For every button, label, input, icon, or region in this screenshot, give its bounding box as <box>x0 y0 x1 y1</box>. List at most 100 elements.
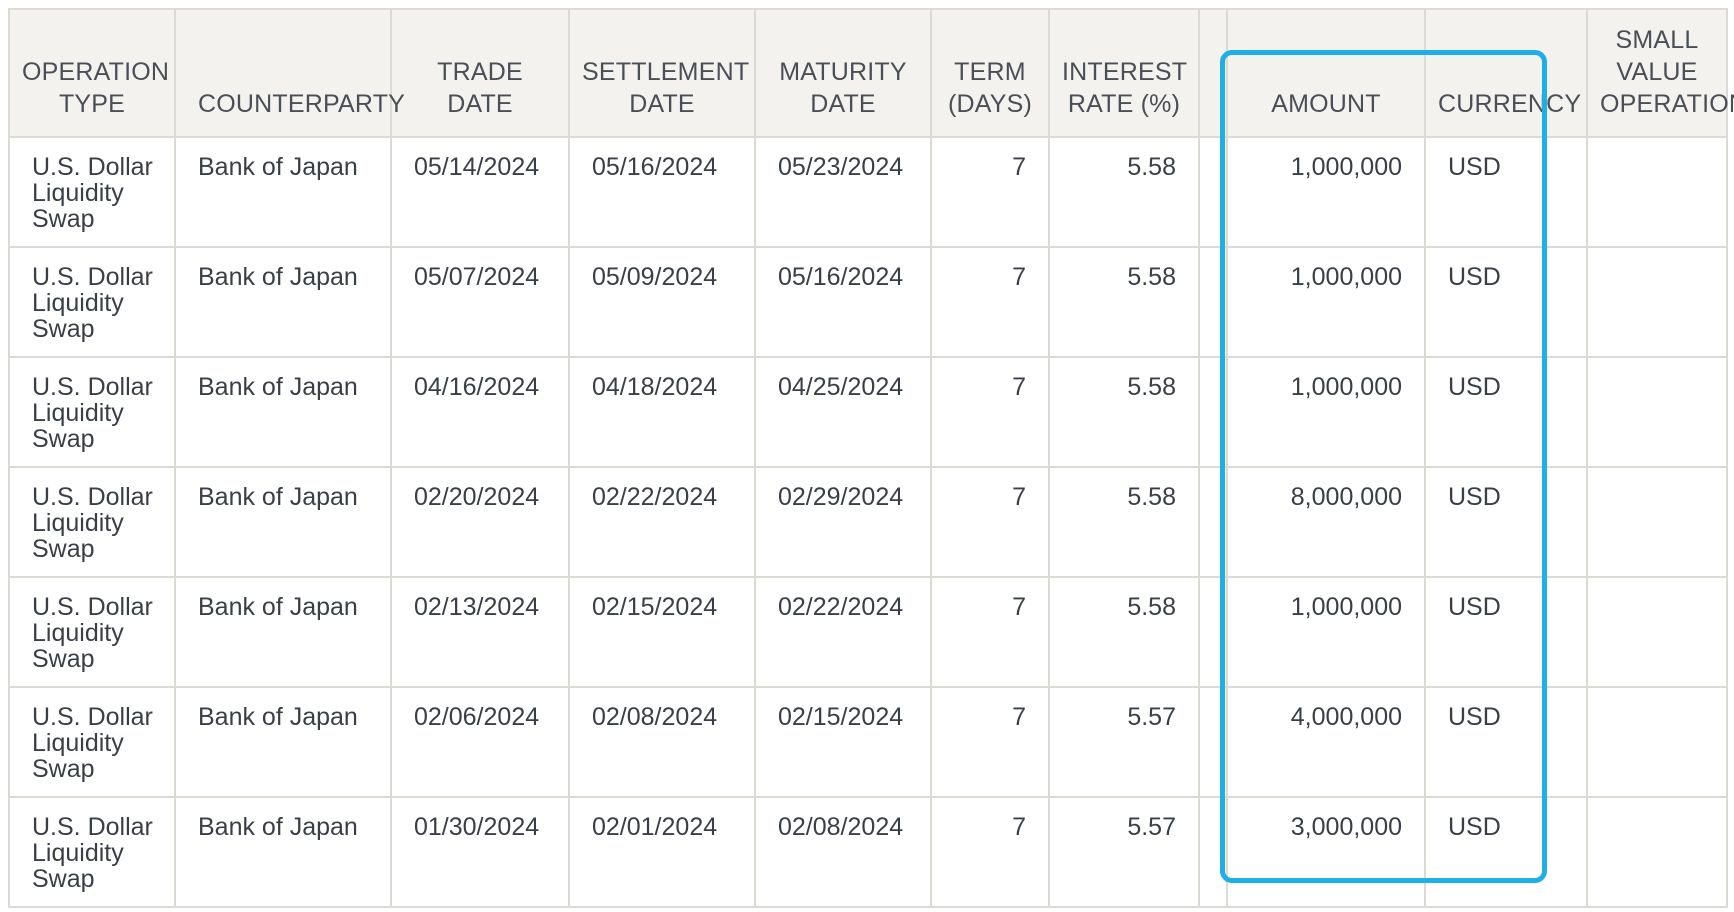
cell-amount: 8,000,000 <box>1226 466 1426 578</box>
cell-counterparty: Bank of Japan <box>174 796 392 908</box>
cell-maturity-date: 05/16/2024 <box>754 246 932 358</box>
table-row: U.S. Dollar Liquidity Swap Bank of Japan 0… <box>8 356 1728 468</box>
cell-blank <box>1198 686 1228 798</box>
cell-operation-type: U.S. Dollar Liquidity Swap <box>8 796 176 908</box>
cell-maturity-date: 02/29/2024 <box>754 466 932 578</box>
cell-currency: USD <box>1424 576 1588 688</box>
cell-blank <box>1198 246 1228 358</box>
cell-small-value-operation <box>1586 796 1728 908</box>
cell-counterparty: Bank of Japan <box>174 246 392 358</box>
cell-operation-type: U.S. Dollar Liquidity Swap <box>8 466 176 578</box>
header-interest-rate: INTEREST RATE (%) <box>1048 8 1200 138</box>
cell-maturity-date: 02/08/2024 <box>754 796 932 908</box>
cell-term: 7 <box>930 576 1050 688</box>
cell-blank <box>1198 136 1228 248</box>
header-trade-date: TRADE DATE <box>390 8 570 138</box>
cell-amount: 1,000,000 <box>1226 576 1426 688</box>
cell-currency: USD <box>1424 136 1588 248</box>
cell-counterparty: Bank of Japan <box>174 686 392 798</box>
table-row: U.S. Dollar Liquidity Swap Bank of Japan 0… <box>8 466 1728 578</box>
cell-amount: 1,000,000 <box>1226 356 1426 468</box>
cell-counterparty: Bank of Japan <box>174 576 392 688</box>
cell-blank <box>1198 356 1228 468</box>
cell-operation-type: U.S. Dollar Liquidity Swap <box>8 136 176 248</box>
cell-operation-type: U.S. Dollar Liquidity Swap <box>8 246 176 358</box>
header-small-value-label: SMALL VALUE OPERATION <box>1600 26 1734 118</box>
header-amount: AMOUNT <box>1226 8 1426 138</box>
cell-term: 7 <box>930 466 1050 578</box>
cell-small-value-operation <box>1586 356 1728 468</box>
cell-maturity-date: 02/15/2024 <box>754 686 932 798</box>
cell-currency: USD <box>1424 686 1588 798</box>
header-operation-type: OPERATION TYPE <box>8 8 176 138</box>
cell-currency: USD <box>1424 796 1588 908</box>
cell-maturity-date: 02/22/2024 <box>754 576 932 688</box>
cell-settlement-date: 02/15/2024 <box>568 576 756 688</box>
cell-settlement-date: 05/09/2024 <box>568 246 756 358</box>
cell-interest-rate: 5.57 <box>1048 796 1200 908</box>
cell-small-value-operation <box>1586 686 1728 798</box>
header-counterparty: COUNTERPARTY <box>174 8 405 138</box>
cell-term: 7 <box>930 356 1050 468</box>
table-row: U.S. Dollar Liquidity Swap Bank of Japan 0… <box>8 576 1728 688</box>
table-row: U.S. Dollar Liquidity Swap Bank of Japan 0… <box>8 246 1728 358</box>
cell-trade-date: 01/30/2024 <box>390 796 570 908</box>
header-currency: CURRENCY <box>1424 8 1588 138</box>
operations-table-container: OPERATION TYPE COUNTERPARTY TRADE DATE S… <box>8 8 1734 908</box>
cell-settlement-date: 02/08/2024 <box>568 686 756 798</box>
cell-trade-date: 04/16/2024 <box>390 356 570 468</box>
cell-interest-rate: 5.58 <box>1048 466 1200 578</box>
cell-term: 7 <box>930 796 1050 908</box>
cell-blank <box>1198 466 1228 578</box>
cell-interest-rate: 5.58 <box>1048 246 1200 358</box>
header-row: OPERATION TYPE COUNTERPARTY TRADE DATE S… <box>8 8 1734 138</box>
cell-trade-date: 02/13/2024 <box>390 576 570 688</box>
cell-blank <box>1198 796 1228 908</box>
cell-small-value-operation <box>1586 576 1728 688</box>
table-row: U.S. Dollar Liquidity Swap Bank of Japan 0… <box>8 136 1728 248</box>
cell-trade-date: 02/06/2024 <box>390 686 570 798</box>
cell-maturity-date: 05/23/2024 <box>754 136 932 248</box>
cell-counterparty: Bank of Japan <box>174 466 392 578</box>
cell-maturity-date: 04/25/2024 <box>754 356 932 468</box>
operations-table: OPERATION TYPE COUNTERPARTY TRADE DATE S… <box>8 8 1734 908</box>
cell-currency: USD <box>1424 466 1588 578</box>
cell-settlement-date: 02/01/2024 <box>568 796 756 908</box>
header-settlement-date: SETTLEMENT DATE <box>568 8 756 138</box>
cell-amount: 4,000,000 <box>1226 686 1426 798</box>
cell-currency: USD <box>1424 246 1588 358</box>
cell-interest-rate: 5.58 <box>1048 136 1200 248</box>
cell-term: 7 <box>930 686 1050 798</box>
cell-operation-type: U.S. Dollar Liquidity Swap <box>8 576 176 688</box>
cell-settlement-date: 02/22/2024 <box>568 466 756 578</box>
cell-trade-date: 02/20/2024 <box>390 466 570 578</box>
cell-counterparty: Bank of Japan <box>174 136 392 248</box>
cell-amount: 1,000,000 <box>1226 136 1426 248</box>
cell-small-value-operation <box>1586 246 1728 358</box>
cell-blank <box>1198 576 1228 688</box>
cell-settlement-date: 05/16/2024 <box>568 136 756 248</box>
table-row: U.S. Dollar Liquidity Swap Bank of Japan 0… <box>8 686 1728 798</box>
header-small-value-operation: SMALL VALUE OPERATION1 <box>1586 8 1734 138</box>
cell-small-value-operation <box>1586 136 1728 248</box>
table-row: U.S. Dollar Liquidity Swap Bank of Japan 0… <box>8 796 1728 908</box>
cell-term: 7 <box>930 136 1050 248</box>
cell-settlement-date: 04/18/2024 <box>568 356 756 468</box>
cell-trade-date: 05/07/2024 <box>390 246 570 358</box>
header-maturity-date: MATURITY DATE <box>754 8 932 138</box>
cell-term: 7 <box>930 246 1050 358</box>
header-blank <box>1198 8 1228 138</box>
cell-operation-type: U.S. Dollar Liquidity Swap <box>8 686 176 798</box>
cell-counterparty: Bank of Japan <box>174 356 392 468</box>
cell-interest-rate: 5.57 <box>1048 686 1200 798</box>
header-term: TERM (DAYS) <box>930 8 1050 138</box>
cell-interest-rate: 5.58 <box>1048 576 1200 688</box>
table-body: U.S. Dollar Liquidity Swap Bank of Japan 0… <box>8 136 1728 908</box>
cell-currency: USD <box>1424 356 1588 468</box>
cell-trade-date: 05/14/2024 <box>390 136 570 248</box>
cell-amount: 1,000,000 <box>1226 246 1426 358</box>
cell-interest-rate: 5.58 <box>1048 356 1200 468</box>
cell-small-value-operation <box>1586 466 1728 578</box>
cell-operation-type: U.S. Dollar Liquidity Swap <box>8 356 176 468</box>
cell-amount: 3,000,000 <box>1226 796 1426 908</box>
